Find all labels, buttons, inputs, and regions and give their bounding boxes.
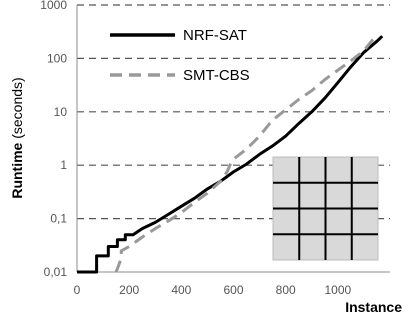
y-tick-label: 10 [54, 105, 68, 119]
x-tick-labels: 0 200 400 600 800 1000 [74, 283, 352, 297]
y-tick-label: 1000 [40, 0, 67, 12]
grid-lines [77, 4, 390, 220]
grid-map-inset [272, 156, 379, 261]
y-tick-labels: 0,01 0,1 1 10 100 1000 [40, 0, 67, 279]
y-tick-label: 0,1 [50, 212, 67, 226]
x-tick-label: 0 [74, 283, 81, 297]
legend-label-nrf-sat: NRF-SAT [183, 27, 247, 44]
y-tick-label: 1 [60, 158, 67, 172]
y-axis-title-bold: Runtime [9, 142, 25, 198]
x-tick-label: 400 [171, 283, 191, 297]
x-tick-label: 1000 [324, 283, 351, 297]
x-axis-title: Instance [345, 299, 402, 315]
y-tick-label: 0,01 [44, 265, 68, 279]
series-lines [77, 33, 384, 274]
y-tick-label: 100 [47, 51, 67, 65]
y-axis-title-unit: (seconds) [9, 77, 25, 142]
y-axis-title: Runtime (seconds) [9, 77, 25, 198]
legend: NRF-SAT SMT-CBS [110, 27, 250, 84]
x-tick-label: 800 [276, 283, 296, 297]
series-line-nrf-sat [77, 35, 384, 274]
x-tick-label: 600 [223, 283, 243, 297]
series-line-smt-cbs [114, 33, 379, 273]
legend-label-smt-cbs: SMT-CBS [183, 67, 250, 84]
x-tick-label: 200 [119, 283, 139, 297]
